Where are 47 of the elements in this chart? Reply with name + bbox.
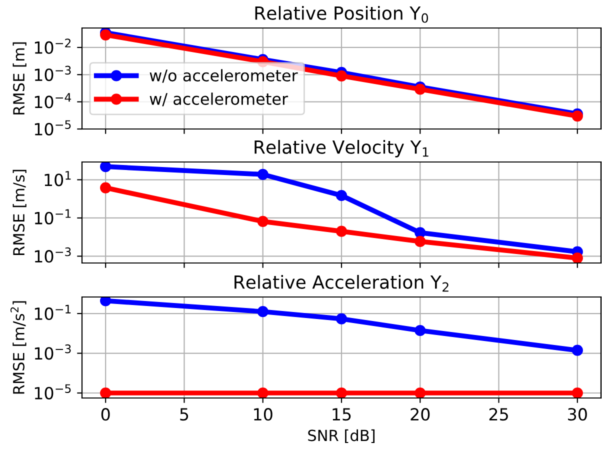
y-tick-label: 10$^{−5}$ — [34, 384, 71, 400]
x-tick-label: 15 — [332, 408, 351, 421]
x-tick-label: 10 — [254, 408, 272, 421]
point — [414, 324, 426, 336]
y-tick-label: 10$^{−4}$ — [34, 93, 72, 108]
x-tick-label: 5 — [180, 408, 188, 421]
chart-title: Relative Velocity Y$_{1}$ — [254, 140, 428, 158]
point — [336, 313, 348, 324]
point — [572, 110, 583, 122]
point — [257, 387, 268, 398]
chart-title: Relative Position Y$_{0}$ — [255, 6, 428, 23]
y-tick-label: 10$^{−3}$ — [34, 66, 71, 82]
x-tick-label: 30 — [568, 408, 587, 421]
point — [100, 387, 112, 398]
point — [336, 226, 348, 237]
y-axis-title: RMSE [m/s] — [12, 170, 26, 255]
x-tick-label: 25 — [489, 408, 508, 421]
point — [336, 70, 348, 82]
point — [100, 162, 112, 172]
y-tick-label: 10$^{−3}$ — [34, 247, 71, 263]
point — [100, 297, 112, 306]
point — [100, 182, 112, 194]
y-axis-title: RMSE [m] — [12, 42, 26, 114]
y-tick-label: 10$^{−3}$ — [34, 344, 71, 360]
y-tick-label: 10$^{−1}$ — [34, 209, 71, 224]
point — [572, 252, 583, 263]
point — [572, 387, 583, 398]
point — [336, 387, 348, 398]
point — [257, 306, 268, 318]
chart-title: Relative Acceleration Y$_{2}$ — [234, 274, 448, 292]
x-axis-title: SNR [dB] — [308, 429, 375, 444]
point — [257, 168, 268, 180]
point — [414, 387, 426, 398]
x-tick-label: 20 — [410, 408, 430, 421]
point — [257, 216, 268, 227]
y-tick-label: 10$^{−1}$ — [34, 304, 71, 320]
y-tick-label: 10$^{−5}$ — [34, 120, 71, 136]
y-axis-title: RMSE [m/s$^{2}$] — [10, 301, 26, 394]
point — [572, 344, 583, 356]
point — [336, 190, 348, 202]
y-tick-label: 10$^{1}$ — [44, 171, 71, 186]
point — [414, 236, 426, 248]
legend-label: w/o accelerometer — [150, 69, 298, 83]
point — [414, 84, 426, 95]
legend-label: w/ accelerometer — [150, 92, 288, 106]
x-tick-label: 0 — [101, 408, 110, 421]
y-tick-label: 10$^{−2}$ — [34, 38, 71, 54]
